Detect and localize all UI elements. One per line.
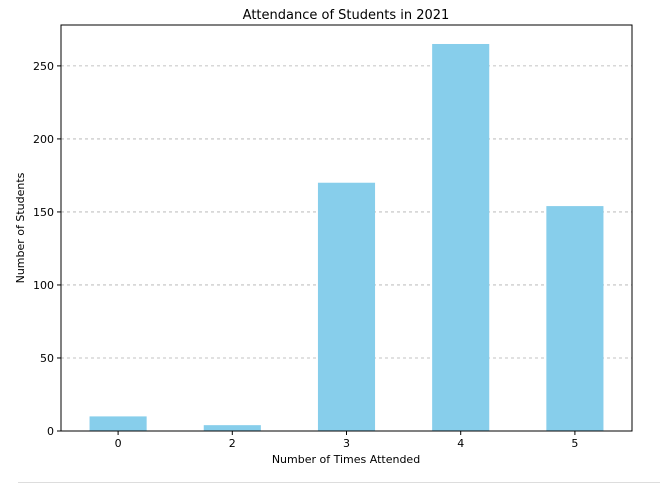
gridlines — [61, 65, 632, 359]
y-tick-label: 50 — [40, 352, 54, 365]
y-tick-label: 100 — [33, 279, 54, 292]
bars — [89, 43, 604, 432]
y-tick-label: 250 — [33, 60, 54, 73]
y-tick-label: 200 — [33, 133, 54, 146]
bar-2 — [203, 425, 261, 431]
x-axis-label: Number of Times Attended — [272, 453, 420, 466]
bar-0 — [89, 416, 147, 431]
bar-4 — [432, 43, 490, 432]
x-tick-label: 0 — [115, 437, 122, 450]
x-axis: 0 2 3 4 5 — [115, 431, 578, 450]
y-tick-label: 150 — [33, 206, 54, 219]
x-tick-label: 5 — [571, 437, 578, 450]
bar-5 — [546, 206, 604, 431]
bar-3 — [317, 182, 376, 431]
y-axis: 0 50 100 150 200 250 — [33, 60, 61, 438]
x-tick-label: 2 — [229, 437, 236, 450]
bottom-divider — [18, 482, 660, 483]
x-tick-label: 4 — [457, 437, 464, 450]
chart-title: Attendance of Students in 2021 — [243, 8, 450, 23]
y-axis-label: Number of Students — [14, 172, 27, 283]
x-tick-label: 3 — [343, 437, 350, 450]
y-tick-label: 0 — [47, 425, 54, 438]
